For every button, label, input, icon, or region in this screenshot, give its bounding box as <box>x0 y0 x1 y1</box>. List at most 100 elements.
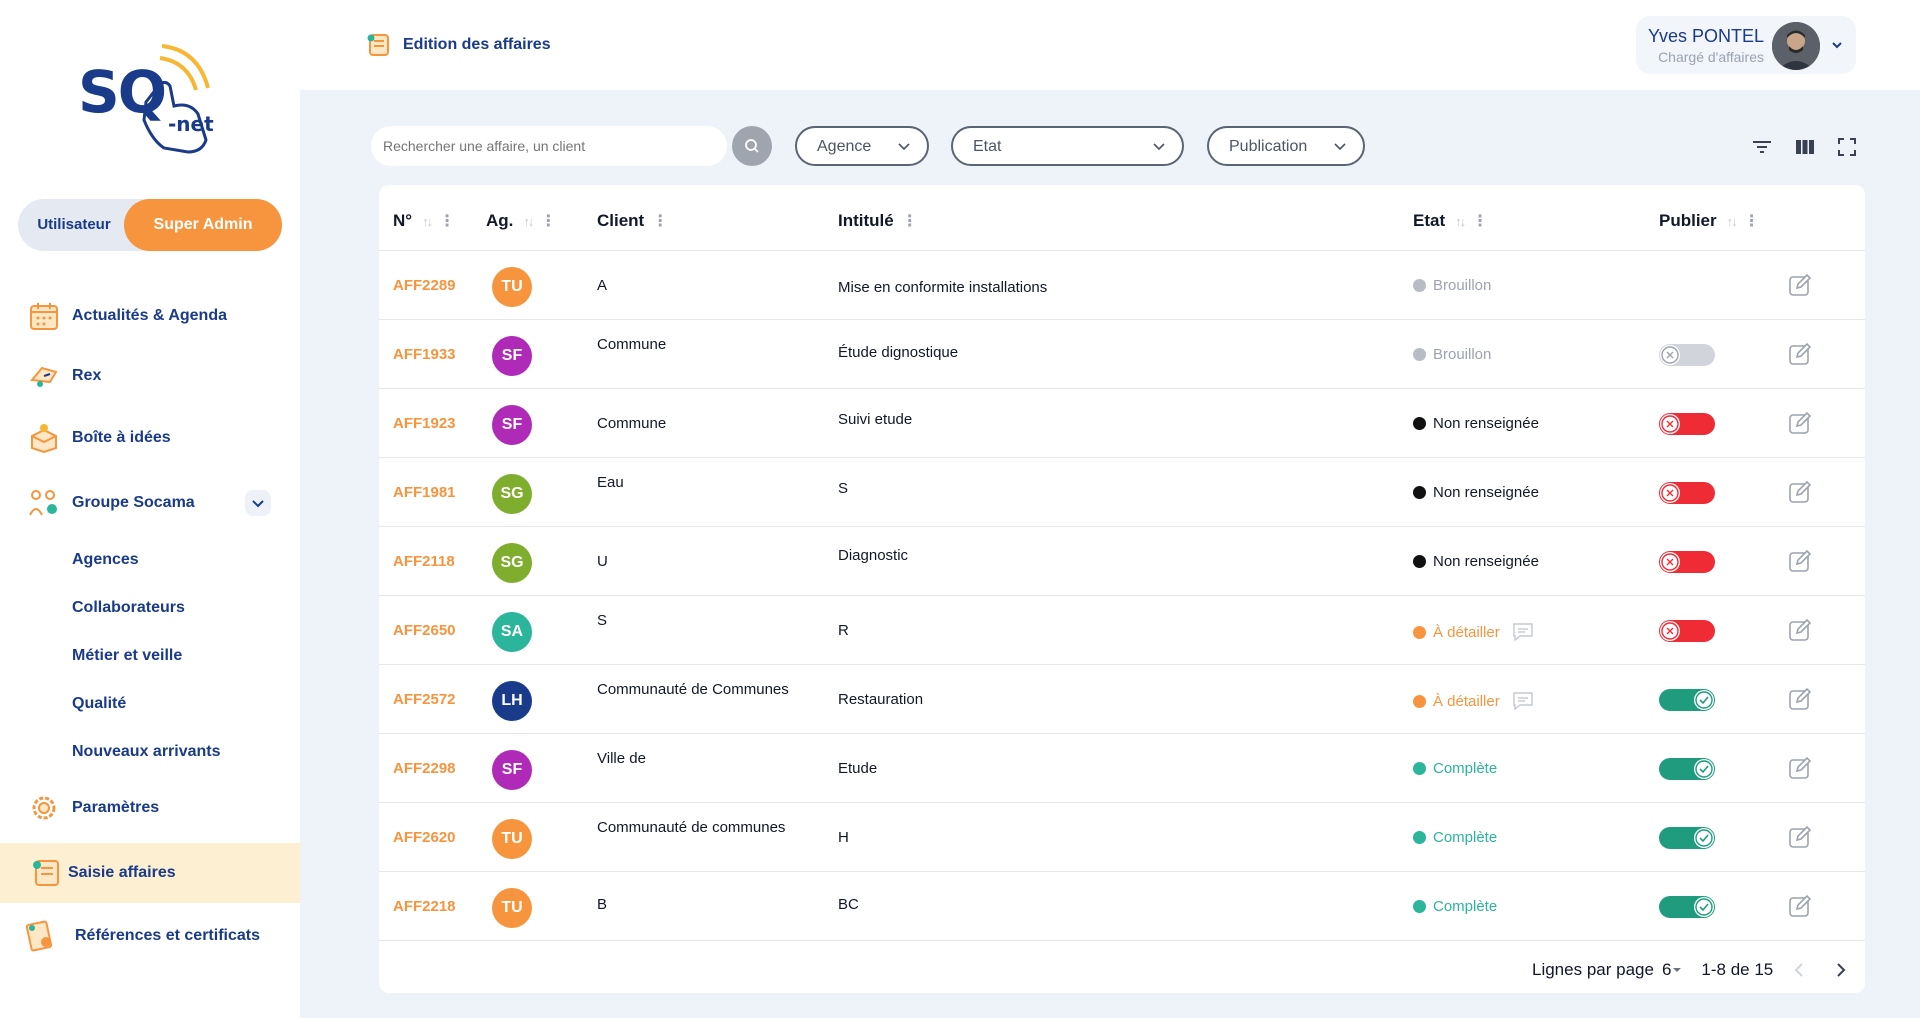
search-input[interactable] <box>371 126 727 166</box>
edit-icon[interactable] <box>1788 342 1812 366</box>
column-header-ag[interactable]: Ag. ↑↓ ⋮ <box>486 211 557 230</box>
edit-icon[interactable] <box>1788 687 1812 711</box>
affaire-number[interactable]: AFF2118 <box>393 553 455 570</box>
publish-toggle[interactable] <box>1659 344 1715 366</box>
affaire-number[interactable]: AFF1981 <box>393 484 456 501</box>
affaire-number[interactable]: AFF2650 <box>393 622 456 639</box>
sidebar-subitem-nouveaux[interactable]: Nouveaux arrivants <box>72 743 221 760</box>
sidebar-subitem-collaborateurs[interactable]: Collaborateurs <box>72 599 185 616</box>
check-icon <box>1694 897 1714 917</box>
chevron-left-icon[interactable] <box>1791 961 1809 979</box>
sidebar-item-rex[interactable]: Rex <box>0 348 300 404</box>
sidebar-item-parametres[interactable]: Paramètres <box>0 780 300 836</box>
sidebar-item-references[interactable]: Références et certificats <box>0 908 300 964</box>
sidebar-item-actualites[interactable]: Actualités & Agenda <box>0 288 300 344</box>
affaire-title: Suivi etude <box>838 411 913 428</box>
status-dot <box>1413 279 1426 292</box>
edit-icon[interactable] <box>1788 480 1812 504</box>
role-user-option[interactable]: Utilisateur <box>37 216 111 233</box>
edit-icon[interactable] <box>1788 549 1812 573</box>
affaire-number[interactable]: AFF2298 <box>393 760 456 777</box>
table-row[interactable]: AFF1933 SF Commune Étude dignostique Brouill… <box>379 320 1865 389</box>
publish-toggle[interactable] <box>1659 620 1715 642</box>
edit-icon[interactable] <box>1788 825 1812 849</box>
table-row[interactable]: AFF1923 SF Commune Suivi etude Non renseigné… <box>379 389 1865 458</box>
sidebar-item-groupe-socama[interactable]: Groupe Socama <box>0 475 300 531</box>
status-dot <box>1413 694 1426 708</box>
table-row[interactable]: AFF2620 TU Communauté de communes H Complète <box>379 803 1865 872</box>
publish-toggle[interactable] <box>1659 896 1715 918</box>
publish-toggle[interactable] <box>1659 827 1715 849</box>
columns-icon[interactable] <box>1794 136 1816 158</box>
affaire-number[interactable]: AFF2572 <box>393 691 456 708</box>
comment-icon[interactable] <box>1512 622 1534 642</box>
column-header-etat[interactable]: Etat ↑↓ ⋮ <box>1413 211 1489 230</box>
sidebar-item-saisie-affaires[interactable]: Saisie affaires <box>0 843 300 903</box>
chevron-right-icon[interactable] <box>1831 961 1849 979</box>
column-header-intitule[interactable]: Intitulé ⋮ <box>838 211 918 230</box>
edit-icon[interactable] <box>1788 618 1812 642</box>
affaire-number[interactable]: AFF2218 <box>393 898 456 915</box>
sidebar-subitem-agences[interactable]: Agences <box>72 551 139 568</box>
edit-icon[interactable] <box>1788 894 1812 918</box>
filter-icon[interactable] <box>1751 136 1773 158</box>
affaire-number[interactable]: AFF2620 <box>393 829 456 846</box>
comment-icon[interactable] <box>1512 691 1534 711</box>
role-admin-option[interactable]: Super Admin <box>124 199 282 251</box>
affaire-title: R <box>838 622 849 639</box>
close-icon <box>1660 414 1680 434</box>
affaire-number[interactable]: AFF2289 <box>393 277 456 294</box>
check-icon <box>1694 828 1714 848</box>
agency-badge: LH <box>492 681 532 721</box>
sidebar-item-label: Saisie affaires <box>68 864 176 881</box>
group-icon <box>29 490 57 516</box>
chevron-down-icon[interactable] <box>1830 38 1844 52</box>
status-badge: Complète <box>1413 829 1497 846</box>
role-toggle[interactable]: Utilisateur Super Admin <box>18 199 282 251</box>
sidebar-subitem-qualite[interactable]: Qualité <box>72 695 127 712</box>
publish-toggle[interactable] <box>1659 413 1715 435</box>
fullscreen-icon[interactable] <box>1836 136 1858 158</box>
page-range: 1-8 de 15 <box>1701 960 1774 979</box>
client-name: Eau <box>597 474 624 491</box>
column-menu-icon: ⋮ <box>652 213 669 230</box>
user-role: Chargé d'affaires <box>1658 49 1764 65</box>
column-header-publier[interactable]: Publier ↑↓ ⋮ <box>1659 211 1760 230</box>
column-header-num[interactable]: N° ↑↓ ⋮ <box>393 211 456 230</box>
sidebar-subitem-metier[interactable]: Métier et veille <box>72 647 183 664</box>
page-title-icon <box>367 34 389 56</box>
user-menu[interactable]: Yves PONTEL Chargé d'affaires <box>1636 16 1856 74</box>
client-name: B <box>597 896 608 913</box>
close-icon <box>1660 621 1680 641</box>
etat-filter[interactable]: Etat <box>951 126 1184 166</box>
client-name: S <box>597 612 608 629</box>
chevron-down-icon[interactable] <box>245 490 271 516</box>
status-label: Complète <box>1433 829 1498 846</box>
affaire-number[interactable]: AFF1933 <box>393 346 456 363</box>
table-row[interactable]: AFF1981 SG Eau S Non renseignée <box>379 458 1865 527</box>
rows-per-page-select[interactable]: 6 <box>1661 960 1672 979</box>
publication-filter[interactable]: Publication <box>1207 126 1365 166</box>
agency-badge: SA <box>492 612 532 652</box>
sidebar-item-idees[interactable]: Boîte à idées <box>0 410 300 466</box>
app-logo[interactable]: SQ -net <box>70 40 230 160</box>
table-row[interactable]: AFF2218 TU B BC Complète <box>379 872 1865 941</box>
publish-toggle[interactable] <box>1659 689 1715 711</box>
publish-toggle[interactable] <box>1659 482 1715 504</box>
table-row[interactable]: AFF2650 SA S R À détailler <box>379 596 1865 665</box>
publish-toggle[interactable] <box>1659 758 1715 780</box>
edit-icon[interactable] <box>1788 411 1812 435</box>
edit-icon[interactable] <box>1788 273 1812 297</box>
table-row[interactable]: AFF2298 SF Ville de Etude Complète <box>379 734 1865 803</box>
table-row[interactable]: AFF2118 SG U Diagnostic Non renseignée <box>379 527 1865 596</box>
agency-badge: TU <box>492 267 532 307</box>
caret-down-icon[interactable] <box>1671 964 1683 976</box>
edit-icon[interactable] <box>1788 756 1812 780</box>
affaire-number[interactable]: AFF1923 <box>393 415 456 432</box>
publish-toggle[interactable] <box>1659 551 1715 573</box>
agence-filter[interactable]: Agence <box>795 126 929 166</box>
search-button[interactable] <box>732 126 772 166</box>
column-header-client[interactable]: Client ⋮ <box>597 211 669 230</box>
table-row[interactable]: AFF2289 TU A Mise en conformite installatio… <box>379 251 1865 320</box>
table-row[interactable]: AFF2572 LH Communauté de Communes Restaurat… <box>379 665 1865 734</box>
